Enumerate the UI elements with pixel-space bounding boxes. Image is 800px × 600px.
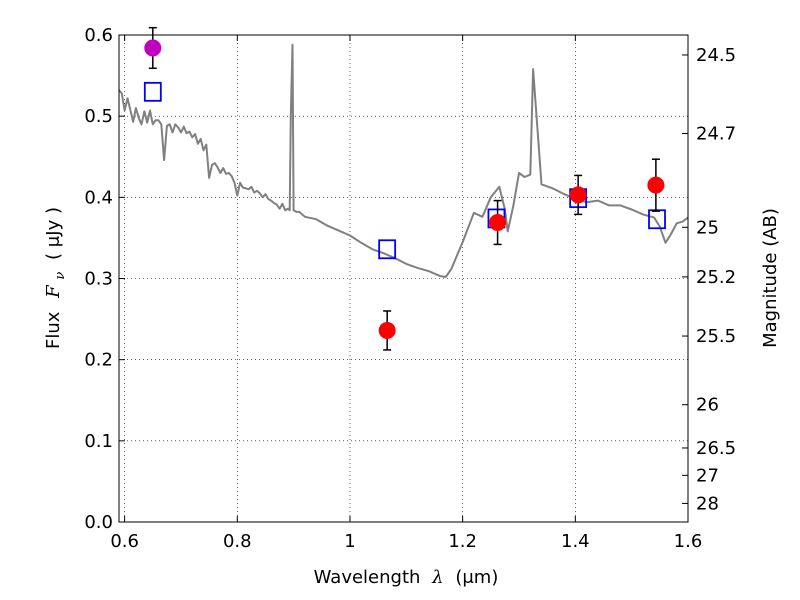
model-photometry-square [378, 239, 397, 260]
observed-flux-point [489, 213, 507, 231]
x-tick-label: 1.6 [674, 531, 703, 552]
x-axis-label-text: Wavelength [314, 567, 421, 588]
x-tick-label: 1.2 [448, 531, 477, 552]
observed-flux-point [378, 321, 396, 339]
y2-tick-label: 26 [696, 395, 719, 416]
x-tick-label: 1.4 [561, 531, 590, 552]
y-axis-label-text: Flux [43, 311, 64, 349]
y2-tick-label: 26.5 [696, 438, 736, 459]
y-axis-label-subscript: ν [53, 272, 68, 280]
observed-flux-point [647, 176, 665, 194]
model-spectrum-line [118, 43, 689, 278]
y2-tick-label: 25 [696, 217, 719, 238]
y-axis-label-unit: ( μJy ) [43, 207, 64, 260]
y-tick-label: 0.3 [84, 269, 113, 290]
observed-flux-point [144, 39, 162, 57]
y-axis-label-symbol: F [43, 284, 64, 299]
y-tick-label: 0.4 [84, 187, 113, 208]
y-tick-label: 0.0 [84, 512, 113, 533]
observed-flux-point [569, 186, 587, 204]
model-photometry-square [143, 81, 162, 102]
grid-lines [119, 34, 689, 523]
y-tick-label: 0.6 [84, 25, 113, 46]
x-tick-label: 0.8 [223, 531, 252, 552]
y-tick-label: 0.2 [84, 350, 113, 371]
y2-tick-label: 28 [696, 493, 719, 514]
y-tick-label: 0.5 [84, 106, 113, 127]
x-tick-label: 0.6 [110, 531, 139, 552]
y2-tick-label: 25.2 [696, 267, 736, 288]
y2-tick-label: 27 [696, 465, 719, 486]
x-axis-label: Wavelength λ (μm) [314, 567, 499, 588]
x-axis-label-unit: (μm) [455, 567, 498, 588]
y2-tick-label: 25.5 [696, 326, 736, 347]
model-spectrum-layer [118, 43, 689, 278]
x-axis-label-symbol: λ [431, 567, 443, 588]
model-photometry-square [648, 209, 666, 230]
y-tick-label: 0.1 [84, 431, 113, 452]
axis-ticks: 0.6 0.8 1 1.2 1.4 1.6 0.0 0.1 0.2 0.3 0.4 0.5 0.6 24.… [84, 25, 736, 552]
data-points-layer [143, 26, 666, 351]
y-axis-label: Flux F ν ( μJy ) [43, 207, 69, 349]
y2-axis-label: Magnitude (AB) [760, 208, 781, 348]
x-tick-label: 1 [344, 531, 355, 552]
y2-tick-label: 24.7 [696, 124, 736, 145]
y2-tick-label: 24.5 [696, 45, 736, 66]
